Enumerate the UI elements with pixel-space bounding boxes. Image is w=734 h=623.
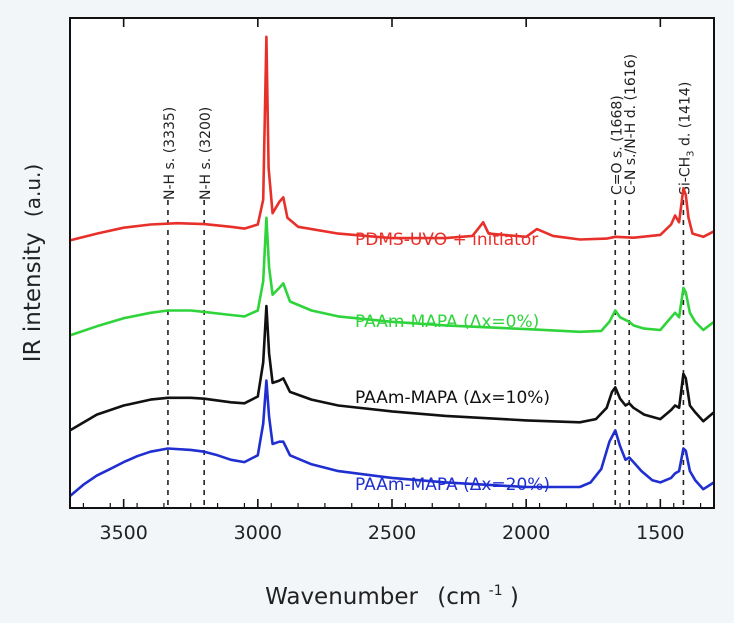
x-tick-label-2000: 2000: [502, 522, 550, 544]
series-label-1: PAAm-MAPA (Δx=0%): [355, 312, 539, 332]
spectra-series: [69, 35, 715, 497]
reference-label-1616: C-N s./N-H d. (1616): [623, 54, 639, 195]
reference-label-3200: N-H s. (3200): [198, 107, 214, 200]
x-axis-label: Wavenumber (cm -1 ): [265, 575, 519, 610]
series-line-0: [69, 35, 715, 242]
series-labels: PDMS-UVO + initiator PAAm-MAPA (Δx=0%) PAA…: [355, 230, 550, 495]
reference-lines: N-H s. (3335) N-H s. (3200) C=O s. (1668)C…: [162, 54, 696, 508]
reference-label-1414: Si-CH3 d. (1414): [677, 82, 696, 195]
reference-label-3335: N-H s. (3335): [162, 107, 178, 200]
y-axis-label-unit: (a.u.): [21, 164, 45, 217]
plot-frame: [69, 17, 715, 509]
x-tick-label-3000: 3000: [234, 522, 282, 544]
x-tick-label-3500: 3500: [99, 522, 147, 544]
series-label-2: PAAm-MAPA (Δx=10%): [355, 388, 550, 408]
plot-area: [70, 18, 714, 508]
x-tick-label-2500: 2500: [368, 522, 416, 544]
series-label-3: PAAm-MAPA (Δx=20%): [355, 475, 550, 495]
x-axis-label-unit: (cm: [437, 584, 481, 610]
x-axis-ticks: 3500 3000 2500 2000 1500: [82, 18, 702, 544]
reference-label-1668: C=O s. (1668): [609, 95, 625, 195]
x-axis-label-text: Wavenumber: [265, 584, 418, 610]
series-line-2: [69, 304, 715, 432]
series-label-0: PDMS-UVO + initiator: [355, 230, 538, 250]
x-tick-label-1500: 1500: [636, 522, 684, 544]
x-axis-label-exponent: -1: [489, 583, 503, 599]
series-line-3: [69, 379, 715, 497]
y-axis-label: IR intensity (a.u.): [20, 164, 46, 362]
series-line-1: [69, 216, 715, 337]
x-axis-label-close: ): [510, 584, 519, 610]
y-axis-label-text: IR intensity: [20, 232, 46, 362]
